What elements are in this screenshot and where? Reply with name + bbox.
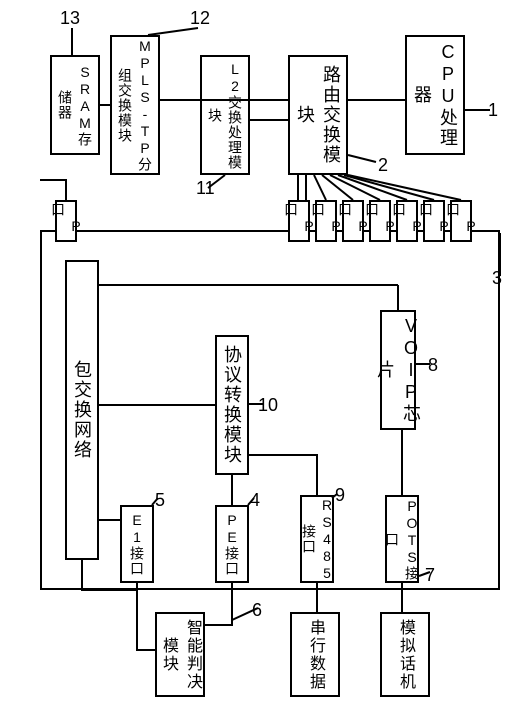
label-1: 1: [488, 100, 498, 121]
proto-block: 协议转换模块: [215, 335, 249, 475]
judge-label: 智能判决模块: [156, 614, 204, 695]
label-13: 13: [60, 8, 80, 29]
mpls-block: MPLS-TP分组交换模块: [110, 35, 160, 175]
pkt-block: 包交换网络: [65, 260, 99, 560]
sram-label: SRAM存储器: [55, 57, 95, 153]
label-8: 8: [428, 355, 438, 376]
label-7: 7: [425, 565, 435, 586]
label-5: 5: [155, 490, 165, 511]
proto-label: 协议转换模块: [219, 345, 245, 465]
phone-block: 模拟话机: [380, 612, 430, 697]
label-3: 3: [492, 268, 502, 289]
e1-block: E1接口: [120, 505, 154, 583]
ip-port-8: IP口: [450, 200, 472, 242]
ip-port-3: IP口: [315, 200, 337, 242]
judge-block: 智能判决模块: [155, 612, 205, 697]
label-2: 2: [378, 155, 388, 176]
l2-block: L2交换处理模块: [200, 55, 250, 175]
label-10: 10: [258, 395, 278, 416]
label-9: 9: [335, 485, 345, 506]
rs485-block: RS485接口: [300, 495, 334, 583]
ip-port-1: IP口: [55, 200, 77, 242]
label-6: 6: [252, 600, 262, 621]
rs485-label: RS485接口: [299, 497, 335, 582]
pe-block: PE接口: [215, 505, 249, 583]
pe-label: PE接口: [222, 512, 242, 576]
phone-label: 模拟话机: [393, 619, 417, 691]
ip-port-6: IP口: [396, 200, 418, 242]
serial-label: 串行数据: [303, 619, 327, 691]
l2-label: L2交换处理模块: [205, 57, 245, 173]
voip-label: VOIP芯片: [372, 312, 424, 428]
label-11: 11: [196, 178, 215, 199]
label-4: 4: [250, 490, 260, 511]
sram-block: SRAM存储器: [50, 55, 100, 155]
pots-label: POTS接口: [382, 497, 422, 581]
e1-label: E1接口: [127, 512, 147, 576]
label-12: 12: [190, 8, 210, 29]
route-label: 路由交换模块: [292, 57, 344, 173]
route-block: 路由交换模块: [288, 55, 348, 175]
cpu-block: CPU处理器: [405, 35, 465, 155]
ip-port-4: IP口: [342, 200, 364, 242]
ip-port-2: IP口: [288, 200, 310, 242]
cpu-label: CPU处理器: [409, 37, 461, 153]
ip-port-7: IP口: [423, 200, 445, 242]
ip-port-5: IP口: [369, 200, 391, 242]
pots-block: POTS接口: [385, 495, 419, 583]
voip-block: VOIP芯片: [380, 310, 416, 430]
pkt-label: 包交换网络: [69, 360, 95, 460]
serial-block: 串行数据: [290, 612, 340, 697]
mpls-label: MPLS-TP分组交换模块: [115, 37, 155, 173]
